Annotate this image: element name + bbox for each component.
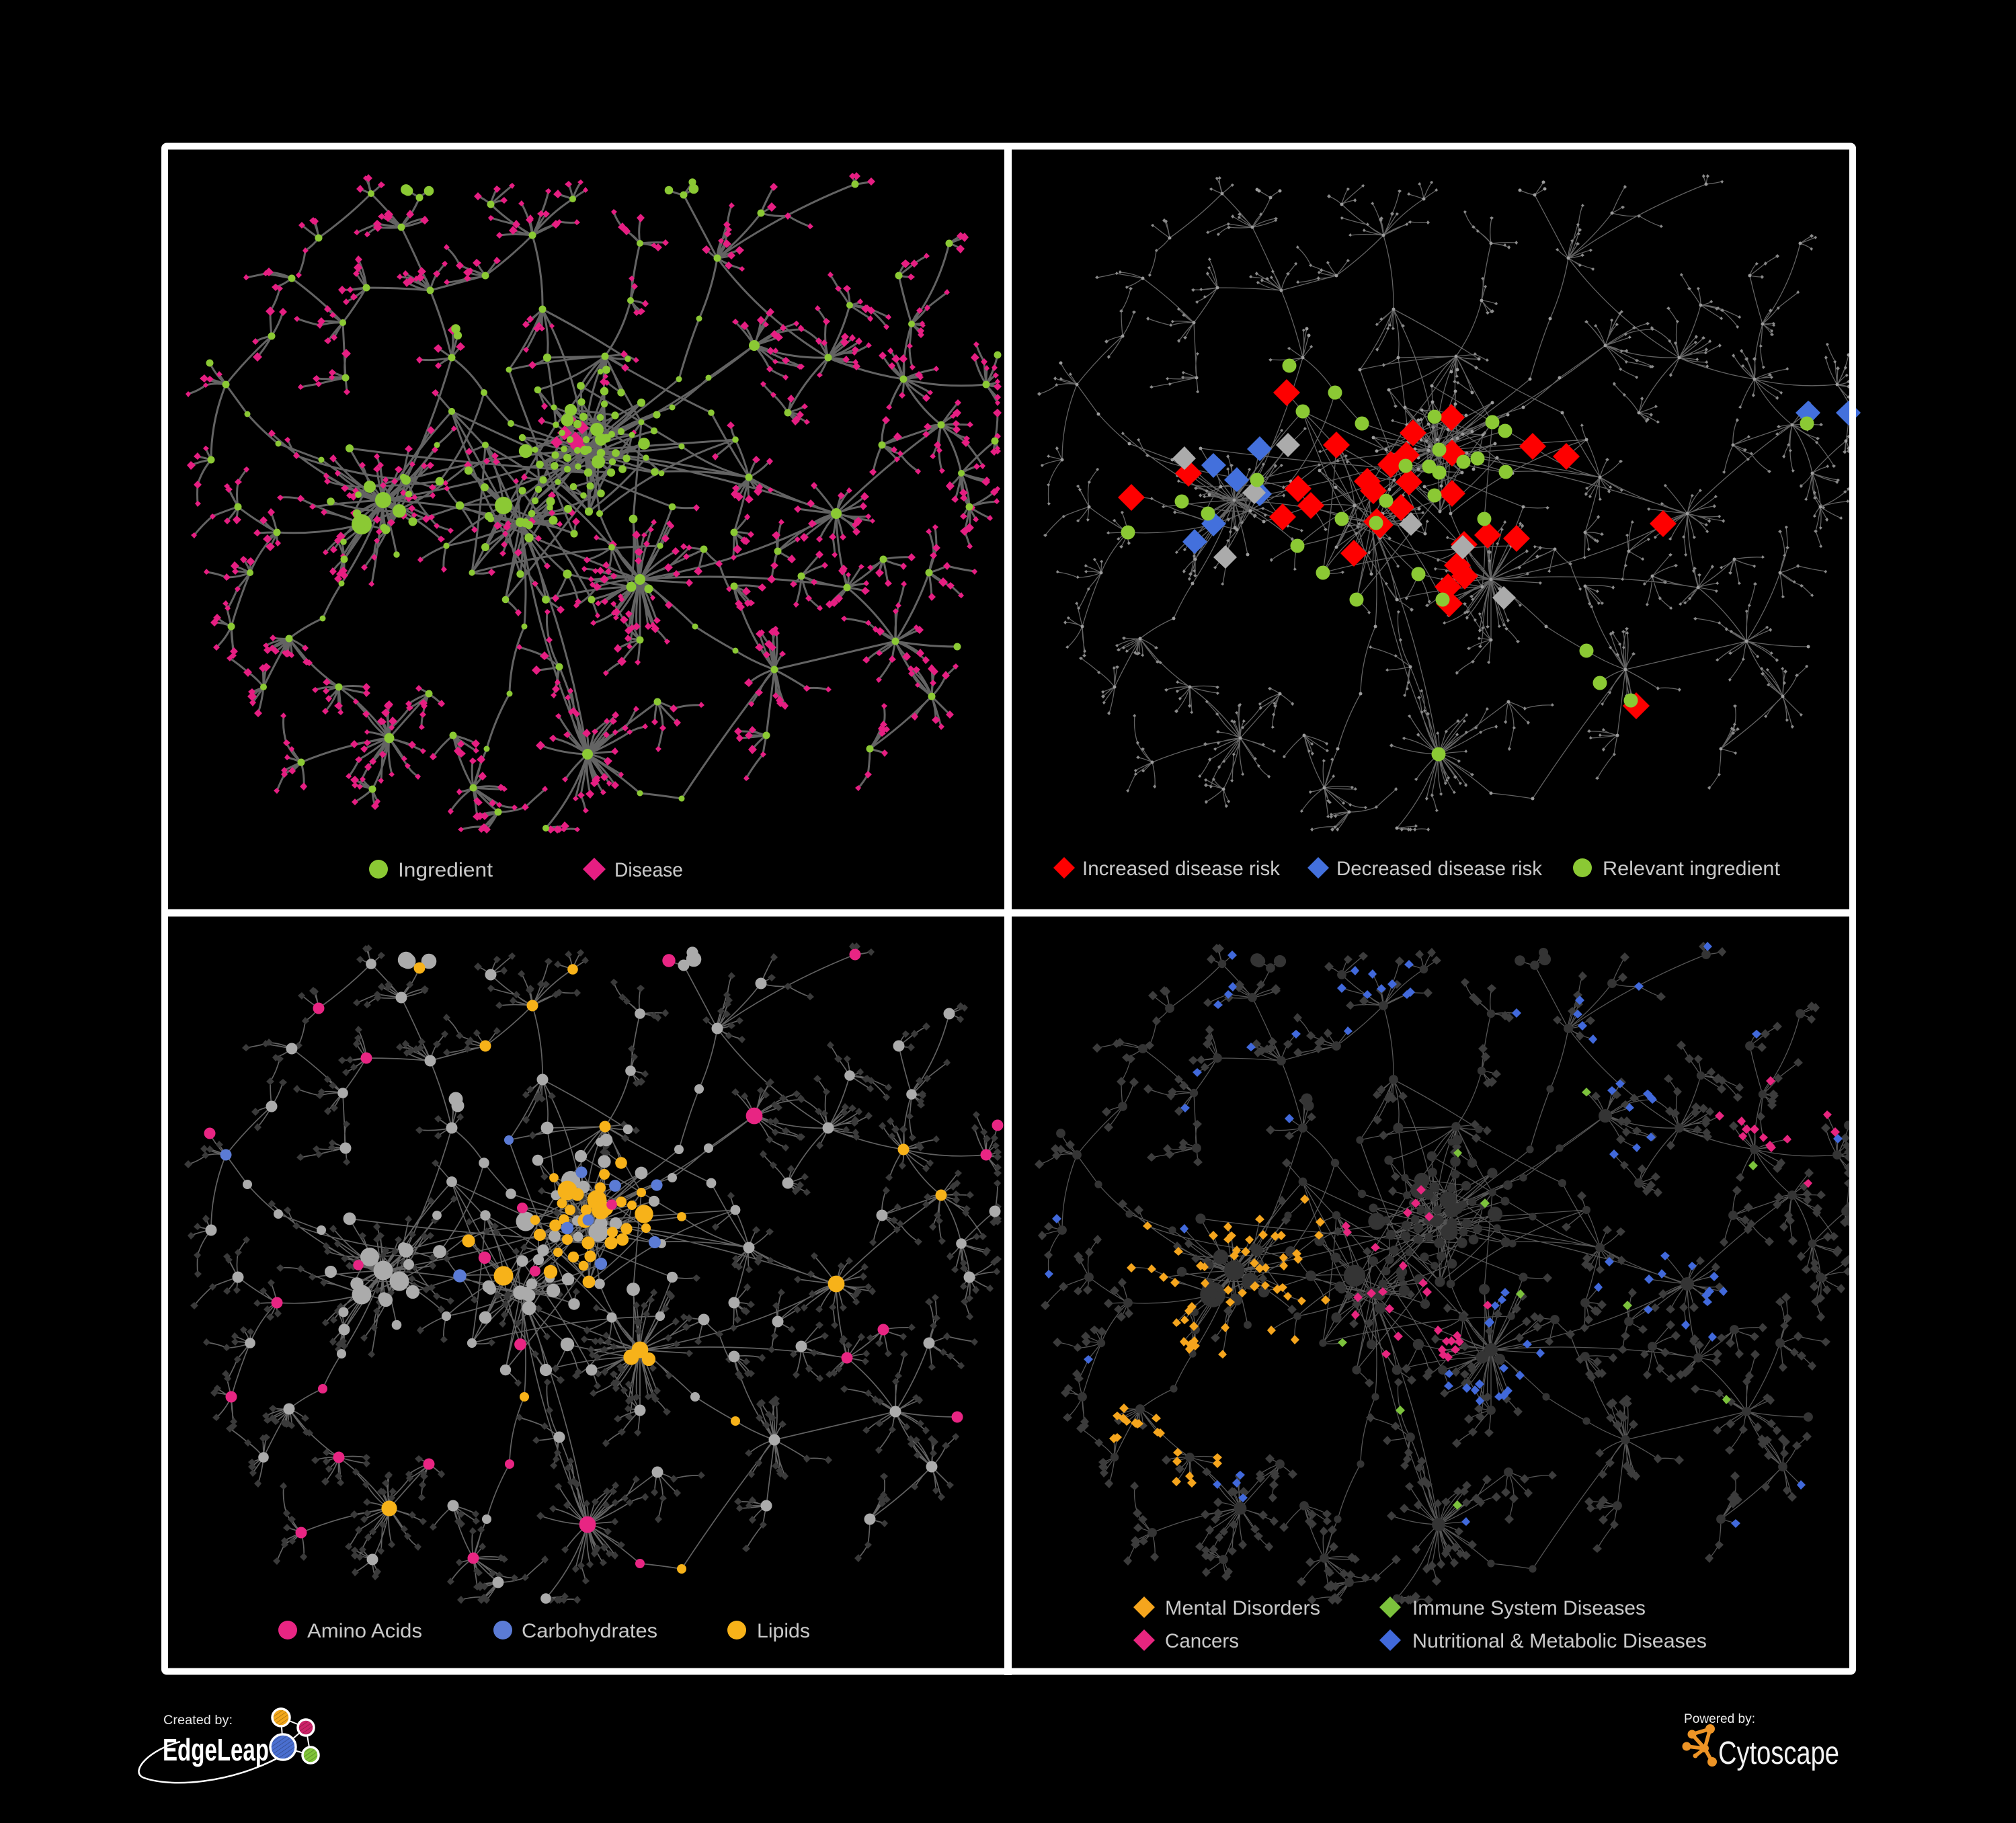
svg-text:Carbohydrates: Carbohydrates — [522, 1620, 657, 1642]
svg-text:Ingredient: Ingredient — [398, 859, 493, 881]
svg-text:Mental Disorders: Mental Disorders — [1165, 1597, 1320, 1619]
svg-text:Amino Acids: Amino Acids — [307, 1620, 422, 1642]
svg-text:Cancers: Cancers — [1165, 1630, 1239, 1652]
svg-text:EdgeLeap: EdgeLeap — [163, 1732, 269, 1767]
svg-text:Created by:: Created by: — [163, 1713, 233, 1728]
svg-text:Increased disease risk: Increased disease risk — [1082, 858, 1281, 880]
svg-text:Disease: Disease — [614, 859, 683, 881]
svg-text:Lipids: Lipids — [757, 1620, 810, 1642]
svg-text:Immune System Diseases: Immune System Diseases — [1412, 1597, 1646, 1619]
svg-text:Decreased disease risk: Decreased disease risk — [1336, 858, 1543, 880]
svg-text:Nutritional & Metabolic Diseas: Nutritional & Metabolic Diseases — [1412, 1630, 1707, 1652]
svg-text:Powered by:: Powered by: — [1684, 1712, 1755, 1726]
svg-text:Cytoscape: Cytoscape — [1718, 1736, 1839, 1771]
svg-text:Relevant ingredient: Relevant ingredient — [1603, 858, 1781, 880]
